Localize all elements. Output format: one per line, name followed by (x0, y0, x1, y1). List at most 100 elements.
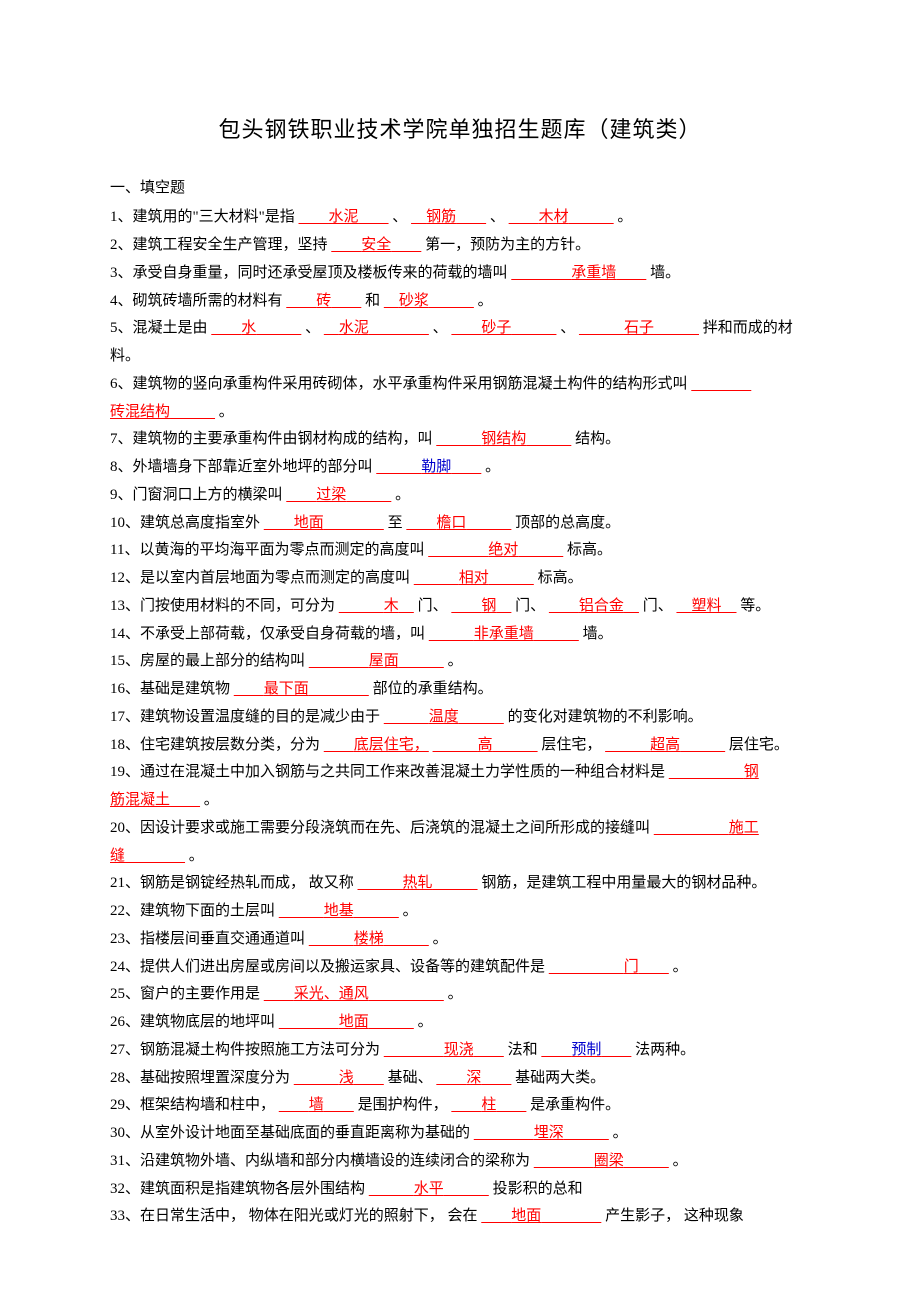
blank-pad (654, 820, 729, 836)
blank-pad (399, 598, 414, 614)
question-1: 1、建筑用的"三大材料"是指 水泥 、 钢筋 、 木材 。 (110, 204, 810, 232)
question-16: 16、基础是建筑物 最下面 部位的承重结构。 (110, 676, 810, 704)
blank-pad (170, 404, 215, 420)
q13-a3: 铝合金 (579, 598, 624, 614)
blank-pad (125, 848, 185, 864)
question-7: 7、建筑物的主要承重构件由钢材构成的结构，叫 钢结构 结构。 (110, 426, 810, 454)
q29-a2: 柱 (481, 1097, 496, 1113)
q5-sep3: 、 (560, 320, 575, 336)
q27-pre: 27、钢筋混凝土构件按照施工方法可分为 (110, 1042, 380, 1058)
blank-pad (436, 1070, 466, 1086)
q19-a1-part2: 筋混凝土 (110, 792, 170, 808)
q1-a1: 水泥 (329, 209, 359, 225)
q1-sep2: 、 (490, 209, 505, 225)
blank-pad (526, 431, 571, 447)
q32-a1: 水平 (414, 1181, 444, 1197)
q18-m2: 层住宅， (541, 737, 601, 753)
q5-pre: 5、混凝土是由 (110, 320, 208, 336)
blank-pad (496, 598, 511, 614)
q23-pre: 23、指楼层间垂直交通通道叫 (110, 931, 305, 947)
blank-pad (294, 1070, 339, 1086)
blank-pad (414, 570, 459, 586)
question-21: 21、钢筋是钢锭经热轧而成， 故又称 热轧 钢筋，是建筑工程中用量最大的钢材品种… (110, 870, 810, 898)
q12-post: 标高。 (538, 570, 583, 586)
blank-pad (264, 986, 294, 1002)
q19-pre: 19、通过在混凝土中加入钢筋与之共同工作来改善混凝土力学性质的一种组合材料是 (110, 764, 665, 780)
q19-post: 。 (204, 792, 219, 808)
q28-a1: 浅 (339, 1070, 354, 1086)
q7-pre: 7、建筑物的主要承重构件由钢材构成的结构，叫 (110, 431, 433, 447)
blank-pad (384, 1042, 444, 1058)
blank-pad (384, 931, 429, 947)
blank-pad (579, 320, 624, 336)
q5-sep1: 、 (305, 320, 320, 336)
q2-pre: 2、建筑工程安全生产管理，坚持 (110, 237, 328, 253)
q32-pre: 32、建筑面积是指建筑物各层外围结构 (110, 1181, 365, 1197)
question-32: 32、建筑面积是指建筑物各层外围结构 水平 投影积的总和 (110, 1176, 810, 1204)
blank-pad (279, 1097, 309, 1113)
question-25: 25、窗户的主要作用是 采光、通风 。 (110, 981, 810, 1009)
question-28: 28、基础按照埋置深度分为 浅 基础、 深 基础两大类。 (110, 1065, 810, 1093)
blank-pad (286, 293, 316, 309)
document-page: 包头钢铁职业技术学院单独招生题库（建筑类） 一、填空题 1、建筑用的"三大材料"… (0, 0, 920, 1291)
q21-a1: 热轧 (403, 875, 433, 891)
q29-pre: 29、框架结构墙和柱中， (110, 1097, 275, 1113)
q13-pre: 13、门按使用材料的不同，可分为 (110, 598, 335, 614)
blank-pad (511, 265, 571, 281)
q20-pre: 20、因设计要求或施工需要分段浇筑而在先、后浇筑的混凝土之间所形成的接缝叫 (110, 820, 650, 836)
blank-pad (391, 237, 421, 253)
q18-a1: 底层住宅， (354, 737, 429, 753)
q20-a1-part2: 缝 (110, 848, 125, 864)
q4-pre: 4、砌筑砖墙所需的材料有 (110, 293, 283, 309)
q22-post: 。 (403, 903, 418, 919)
question-26: 26、建筑物底层的地坪叫 地面 。 (110, 1009, 810, 1037)
q25-pre: 25、窗户的主要作用是 (110, 986, 260, 1002)
blank-pad (339, 598, 384, 614)
question-10: 10、建筑总高度指室外 地面 至 檐口 顶部的总高度。 (110, 510, 810, 538)
q9-post: 。 (395, 487, 410, 503)
q5-a1: 水 (241, 320, 256, 336)
blank-pad (721, 598, 736, 614)
q26-a1: 地面 (339, 1014, 369, 1030)
blank-pad (534, 626, 579, 642)
q21-post: 钢筋，是建筑工程中用量最大的钢材品种。 (481, 875, 766, 891)
question-9: 9、门窗洞口上方的横梁叫 过梁 。 (110, 482, 810, 510)
blank-pad (299, 209, 329, 225)
q10-a2: 檐口 (436, 515, 466, 531)
q32-post: 投影积的总和 (493, 1181, 583, 1197)
question-6: 6、建筑物的竖向承重构件采用砖砌体，水平承重构件采用钢筋混凝土构件的结构形式叫 … (110, 371, 810, 427)
section-heading: 一、填空题 (110, 175, 810, 203)
blank-pad (466, 515, 511, 531)
blank-pad (309, 653, 369, 669)
blank-pad (549, 959, 624, 975)
blank-pad (444, 1181, 489, 1197)
q13-a2: 钢 (481, 598, 496, 614)
q2-post: 第一，预防为主的方针。 (425, 237, 590, 253)
blank-pad (541, 1208, 601, 1224)
blank-pad (654, 320, 699, 336)
blank-pad (459, 709, 504, 725)
blank-pad (624, 1153, 669, 1169)
q1-sep1: 、 (392, 209, 407, 225)
question-5: 5、混凝土是由 水 、 水泥 、 砂子 、 石子 拌和而成的材料。 (110, 315, 810, 371)
blank-pad (358, 875, 403, 891)
q2-a1: 安全 (361, 237, 391, 253)
q9-pre: 9、门窗洞口上方的横梁叫 (110, 487, 283, 503)
q3-post: 墙。 (650, 265, 680, 281)
q15-pre: 15、房屋的最上部分的结构叫 (110, 653, 305, 669)
q22-a1: 地基 (324, 903, 354, 919)
blank-pad (534, 1153, 594, 1169)
q29-a1: 墙 (309, 1097, 324, 1113)
blank-pad (605, 737, 650, 753)
q1-post: 。 (617, 209, 632, 225)
question-2: 2、建筑工程安全生产管理，坚持 安全 第一，预防为主的方针。 (110, 232, 810, 260)
q9-a1: 过梁 (316, 487, 346, 503)
blank-pad (264, 515, 294, 531)
question-17: 17、建筑物设置温度缝的目的是减少由于 温度 的变化对建筑物的不利影响。 (110, 704, 810, 732)
q21-pre: 21、钢筋是钢锭经热轧而成， 故又称 (110, 875, 354, 891)
q24-post: 。 (673, 959, 688, 975)
blank-pad (211, 320, 241, 336)
blank-pad (511, 320, 556, 336)
q8-pre: 8、外墙墙身下部靠近室外地坪的部分叫 (110, 459, 373, 475)
blank-pad (680, 737, 725, 753)
